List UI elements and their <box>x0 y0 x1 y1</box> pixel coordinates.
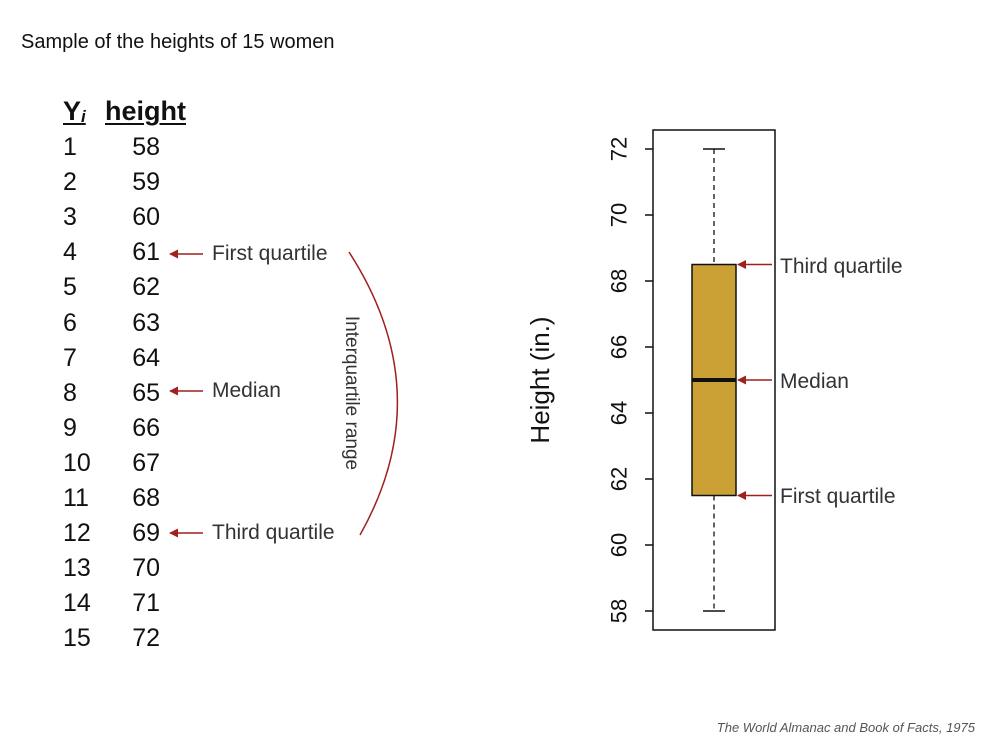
table-median-label: Median <box>212 379 281 402</box>
table-row-index: 14 <box>63 589 91 618</box>
table-row-index: 5 <box>63 273 77 302</box>
table-row-height: 63 <box>132 308 160 337</box>
table-row-height: 58 <box>132 133 160 161</box>
index-header-subscript: i <box>81 107 86 126</box>
table-row-height: 67 <box>132 448 160 477</box>
y-tick-label: 68 <box>607 269 632 293</box>
table-row-height: 69 <box>132 519 160 548</box>
table-row-index: 6 <box>63 308 77 337</box>
y-tick-label: 66 <box>607 335 632 359</box>
table-row-height: 72 <box>132 624 160 653</box>
table-row-height: 61 <box>132 238 160 267</box>
table-row-index: 11 <box>63 484 89 512</box>
y-tick-label: 72 <box>607 137 632 161</box>
table-row-index: 7 <box>63 343 77 372</box>
table-row-index: 12 <box>63 519 91 548</box>
table-row-index: 15 <box>63 624 91 653</box>
table-row-height: 65 <box>132 378 160 407</box>
table-row-index: 2 <box>63 168 77 197</box>
table-row-index: 9 <box>63 413 77 442</box>
table-row-height: 71 <box>132 589 160 618</box>
table-row-index: 1 <box>63 133 77 161</box>
height-column-header: height <box>105 96 186 126</box>
interquartile-range-brace <box>348 251 399 536</box>
table-row-index: 13 <box>63 554 91 583</box>
table-third-quartile-label: Third quartile <box>212 521 335 544</box>
y-tick-label: 58 <box>607 599 632 623</box>
source-footnote: The World Almanac and Book of Facts, 197… <box>716 720 975 735</box>
y-axis-label: Height (in.) <box>525 316 555 443</box>
table-row-index: 8 <box>63 378 77 407</box>
table-row-height: 59 <box>132 168 160 197</box>
interquartile-range-label: Interquartile range <box>341 316 362 470</box>
table-row-height: 64 <box>132 343 160 372</box>
index-header-label: Y <box>63 96 82 126</box>
y-tick-label: 64 <box>607 401 632 425</box>
box-plot: 58 60 62 64 66 68 70 72 Height (in.) <box>525 129 776 631</box>
table-row-index: 10 <box>63 448 91 477</box>
chart-first-quartile-label: First quartile <box>780 485 896 508</box>
table-first-quartile-label: First quartile <box>212 242 328 265</box>
y-tick-label: 70 <box>607 203 632 227</box>
plot-frame <box>652 129 776 631</box>
index-column-header: Yi <box>63 96 86 127</box>
y-tick-label: 62 <box>607 467 632 491</box>
table-row-height: 66 <box>132 413 160 442</box>
chart-third-quartile-label: Third quartile <box>780 255 903 278</box>
table-row-index: 3 <box>63 203 77 232</box>
page-title: Sample of the heights of 15 women <box>21 31 335 53</box>
table-row-height: 62 <box>132 273 160 302</box>
table-row-height: 68 <box>132 484 160 512</box>
y-tick-label: 60 <box>607 533 632 557</box>
table-row-height: 70 <box>132 554 160 583</box>
table-row-index: 4 <box>63 238 77 267</box>
chart-median-label: Median <box>780 370 849 393</box>
table-row-height: 60 <box>132 203 160 232</box>
